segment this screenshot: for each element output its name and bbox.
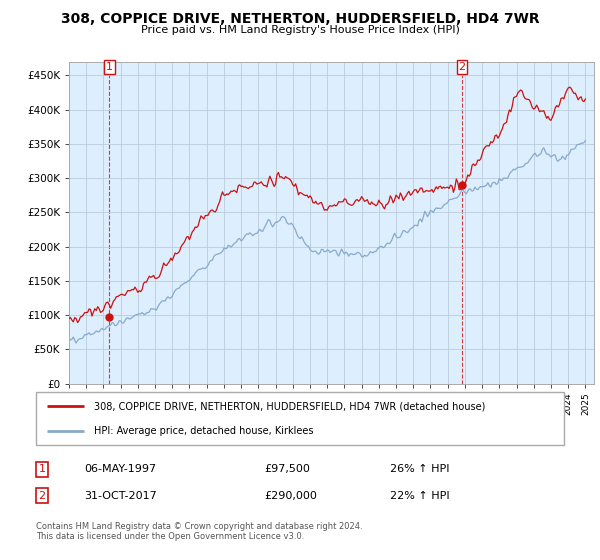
Text: Price paid vs. HM Land Registry's House Price Index (HPI): Price paid vs. HM Land Registry's House … (140, 25, 460, 35)
Text: 26% ↑ HPI: 26% ↑ HPI (390, 464, 449, 474)
Text: 308, COPPICE DRIVE, NETHERTON, HUDDERSFIELD, HD4 7WR (detached house): 308, COPPICE DRIVE, NETHERTON, HUDDERSFI… (94, 402, 485, 412)
Text: 1: 1 (106, 62, 113, 72)
Text: £97,500: £97,500 (264, 464, 310, 474)
Text: 2: 2 (38, 491, 46, 501)
Text: 22% ↑ HPI: 22% ↑ HPI (390, 491, 449, 501)
Text: 06-MAY-1997: 06-MAY-1997 (84, 464, 156, 474)
Text: £290,000: £290,000 (264, 491, 317, 501)
Text: Contains HM Land Registry data © Crown copyright and database right 2024.
This d: Contains HM Land Registry data © Crown c… (36, 522, 362, 542)
Text: 31-OCT-2017: 31-OCT-2017 (84, 491, 157, 501)
Text: HPI: Average price, detached house, Kirklees: HPI: Average price, detached house, Kirk… (94, 426, 314, 436)
Text: 308, COPPICE DRIVE, NETHERTON, HUDDERSFIELD, HD4 7WR: 308, COPPICE DRIVE, NETHERTON, HUDDERSFI… (61, 12, 539, 26)
FancyBboxPatch shape (36, 392, 564, 445)
Text: 2: 2 (458, 62, 466, 72)
Text: 1: 1 (38, 464, 46, 474)
